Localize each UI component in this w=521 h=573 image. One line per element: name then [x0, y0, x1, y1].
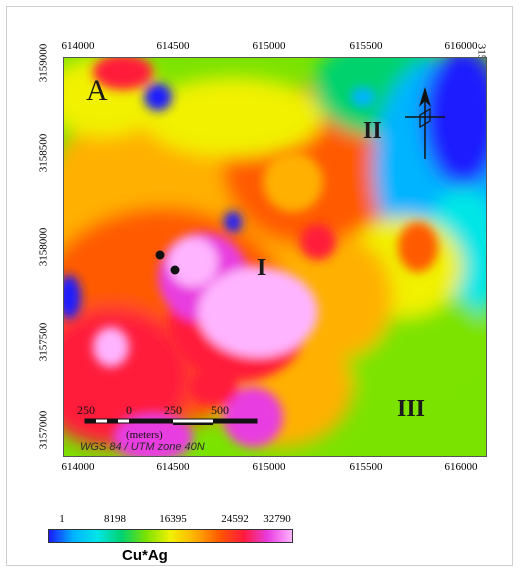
anomaly-blob	[224, 211, 242, 233]
anomaly-highs	[63, 57, 438, 457]
map-border	[63, 57, 487, 457]
legend-tick: 8198	[104, 513, 126, 525]
anomaly-blob	[168, 237, 218, 287]
zone-label-iii: III	[397, 396, 426, 422]
easting-tick-top: 615500	[349, 40, 383, 52]
scale-label: 250	[77, 403, 95, 417]
northing-tick-left: 3158000	[37, 227, 50, 267]
zone-label-ii: II	[363, 118, 382, 144]
legend-color-bar	[48, 529, 293, 543]
panel-letter: A	[86, 74, 108, 107]
zone-label-i: I	[257, 255, 267, 281]
anomaly-blob	[423, 57, 487, 187]
easting-tick-bottom: 614500	[156, 461, 190, 473]
scale-units: (meters)	[126, 429, 163, 441]
northing-tick-left: 3157000	[37, 410, 50, 450]
easting-tick-top: 614000	[61, 40, 95, 52]
anomaly-blob	[93, 57, 153, 90]
anomaly-blob	[300, 224, 336, 260]
easting-tick-bottom: 616000	[444, 461, 478, 473]
legend-tick: 16395	[159, 513, 187, 525]
anomaly-blob	[143, 77, 323, 157]
north-arrow-icon	[405, 87, 445, 159]
northing-tick-left: 3159000	[37, 43, 50, 83]
anomaly-blob	[198, 267, 318, 357]
scale-bar	[84, 418, 258, 425]
scale-label: 500	[211, 403, 229, 417]
anomaly-blob	[63, 275, 81, 319]
sample-point	[170, 265, 180, 275]
legend-title: Cu*Ag	[122, 547, 168, 564]
anomaly-blob	[144, 83, 172, 111]
easting-tick-bottom: 615000	[252, 461, 286, 473]
coordinate-system: WGS 84 / UTM zone 40N	[80, 441, 205, 453]
anomaly-blob	[188, 367, 238, 407]
anomaly-map-canvas	[63, 57, 487, 457]
anomaly-blob	[293, 237, 393, 357]
legend-tick: 32790	[263, 513, 291, 525]
scale-label: 250	[164, 403, 182, 417]
legend-tick: 1	[59, 513, 65, 525]
sample-point	[155, 250, 165, 260]
anomaly-blob	[223, 387, 283, 447]
northing-tick-left: 3158500	[37, 133, 50, 173]
easting-tick-top: 615000	[252, 40, 286, 52]
anomaly-map	[63, 57, 487, 457]
easting-tick-bottom: 614000	[61, 461, 95, 473]
figure-frame	[6, 6, 513, 566]
anomaly-blob	[398, 222, 438, 272]
legend-tick: 24592	[221, 513, 249, 525]
easting-tick-top: 616000	[444, 40, 478, 52]
anomaly-blob	[263, 152, 323, 212]
easting-tick-top: 614500	[156, 40, 190, 52]
easting-tick-bottom: 615500	[349, 461, 383, 473]
northing-tick-left: 3157500	[37, 322, 50, 362]
anomaly-blob	[93, 327, 129, 367]
anomaly-blob	[351, 87, 375, 107]
scale-label: 0	[126, 403, 132, 417]
